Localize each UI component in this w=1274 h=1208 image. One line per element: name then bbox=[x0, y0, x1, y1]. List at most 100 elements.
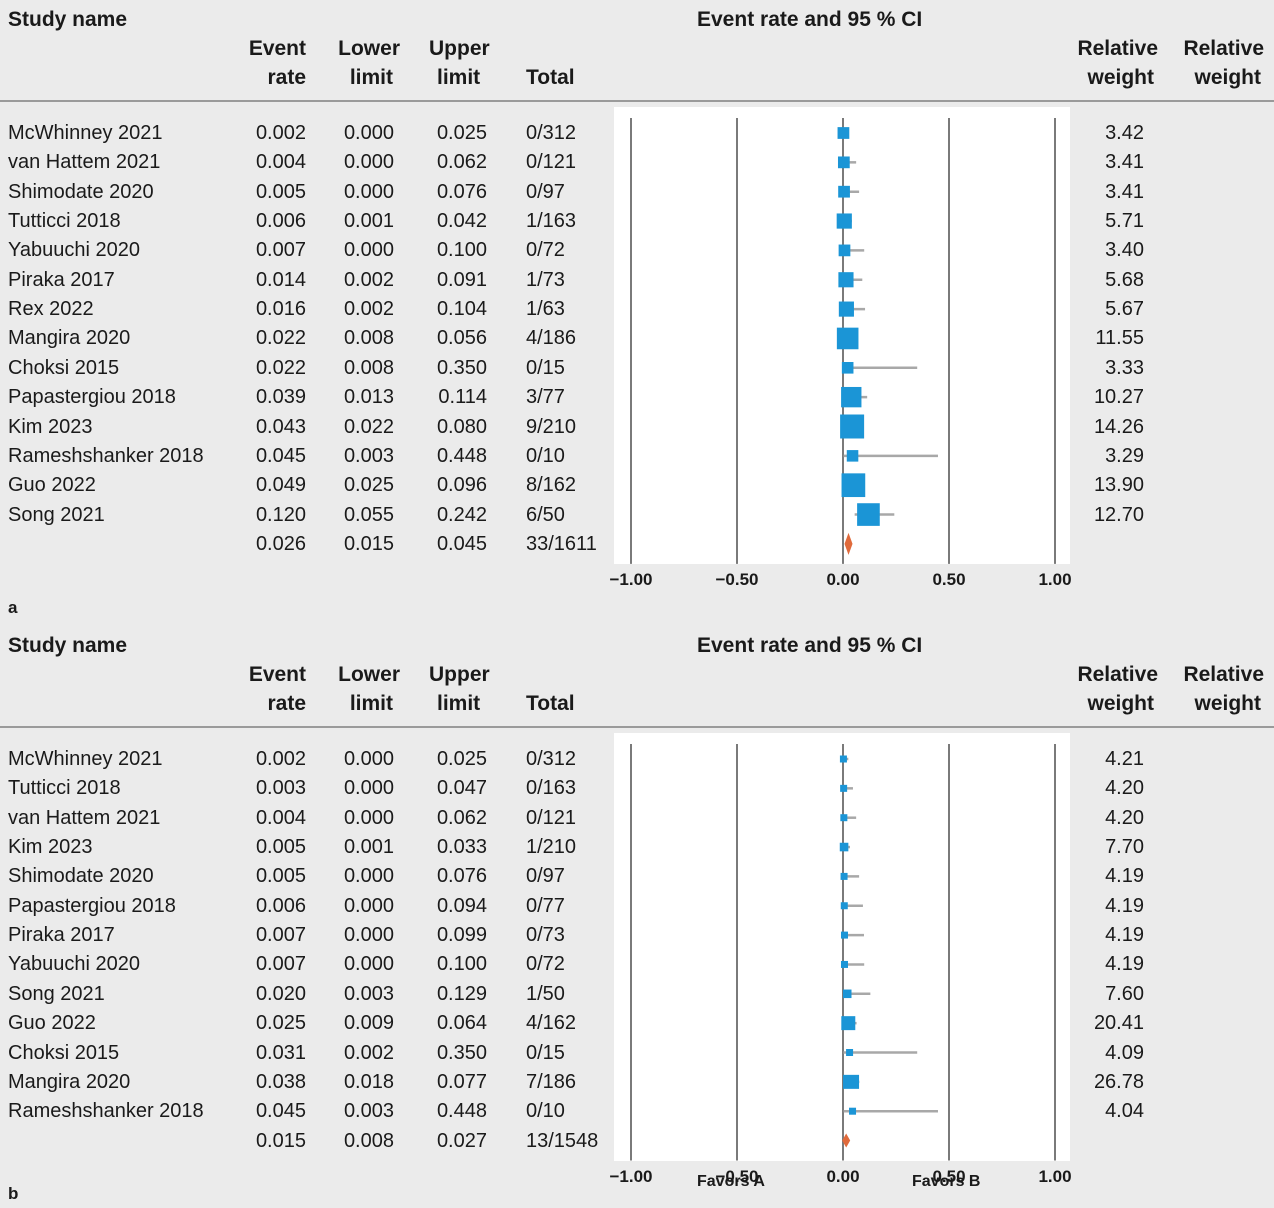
study-name: Rex 2022 bbox=[8, 298, 94, 321]
effect-size-box bbox=[846, 450, 859, 462]
panel-label: b bbox=[8, 1184, 19, 1203]
x-tick-label: −1.00 bbox=[609, 569, 653, 589]
total-value: 0/72 bbox=[526, 953, 565, 976]
header-study-name: Study name bbox=[8, 634, 128, 657]
relative-weight-value: 4.04 bbox=[1105, 1100, 1144, 1123]
total-value: 0/97 bbox=[526, 865, 565, 888]
upper-limit-value: 0.025 bbox=[436, 122, 487, 144]
summary-total: 13/1548 bbox=[526, 1129, 599, 1152]
header-event-rate: rate bbox=[267, 692, 306, 715]
x-tick-label: 0.00 bbox=[826, 1166, 860, 1186]
summary-total: 33/1611 bbox=[526, 532, 597, 555]
event-rate-value: 0.007 bbox=[255, 924, 306, 947]
total-value: 4/162 bbox=[526, 1012, 577, 1035]
effect-size-box bbox=[838, 244, 851, 257]
lower-limit-value: 0.000 bbox=[343, 777, 394, 800]
study-name: McWhinney 2021 bbox=[8, 748, 163, 770]
forest-plot-svg bbox=[630, 118, 1056, 564]
effect-size-box bbox=[840, 814, 848, 822]
effect-size-box bbox=[840, 931, 848, 939]
effect-size-box bbox=[837, 156, 850, 169]
event-rate-value: 0.045 bbox=[255, 1100, 306, 1123]
header-relative-weight: Relative bbox=[1183, 37, 1264, 60]
forest-plot-svg bbox=[630, 744, 1056, 1161]
relative-weight-value: 10.27 bbox=[1093, 386, 1144, 409]
effect-size-box bbox=[841, 362, 854, 374]
effect-size-box bbox=[842, 989, 852, 999]
summary-event-rate: 0.015 bbox=[255, 1129, 306, 1152]
forest-panel-b: Study name Event rate and 95 % CI Event rat… bbox=[0, 626, 1274, 1203]
effect-size-box bbox=[846, 1049, 854, 1056]
effect-size-box bbox=[841, 473, 866, 498]
event-rate-value: 0.022 bbox=[255, 356, 306, 379]
upper-limit-value: 0.047 bbox=[436, 777, 487, 800]
header-lower-limit: Lower bbox=[338, 37, 400, 60]
header-lower-limit: limit bbox=[349, 692, 393, 715]
study-name: van Hattem 2021 bbox=[8, 806, 161, 829]
study-name: Papastergiou 2018 bbox=[8, 894, 176, 917]
lower-limit-value: 0.018 bbox=[343, 1070, 394, 1093]
relative-weight-value: 20.41 bbox=[1093, 1012, 1144, 1035]
study-name: Song 2021 bbox=[8, 503, 105, 526]
effect-size-box bbox=[840, 784, 848, 792]
upper-limit-value: 0.042 bbox=[436, 210, 487, 233]
total-value: 1/163 bbox=[526, 210, 577, 233]
event-rate-value: 0.022 bbox=[255, 327, 306, 350]
event-rate-value: 0.045 bbox=[255, 444, 306, 467]
event-rate-value: 0.020 bbox=[255, 982, 306, 1005]
upper-limit-value: 0.025 bbox=[436, 748, 487, 770]
lower-limit-value: 0.003 bbox=[343, 444, 394, 467]
upper-limit-value: 0.076 bbox=[436, 865, 487, 888]
upper-limit-value: 0.056 bbox=[436, 327, 487, 350]
event-rate-value: 0.038 bbox=[255, 1070, 306, 1093]
effect-size-box bbox=[836, 213, 852, 229]
header-lower-limit: Lower bbox=[338, 663, 400, 686]
study-name: Kim 2023 bbox=[8, 836, 93, 859]
summary-upper-limit: 0.045 bbox=[436, 532, 487, 555]
lower-limit-value: 0.008 bbox=[343, 356, 394, 379]
lower-limit-value: 0.000 bbox=[343, 748, 394, 770]
relative-weight-value: 5.68 bbox=[1105, 268, 1144, 291]
lower-limit-value: 0.008 bbox=[343, 327, 394, 350]
study-name: Shimodate 2020 bbox=[8, 865, 154, 888]
favors-b-label: Favors B bbox=[912, 1173, 981, 1190]
relative-weight-value: 5.71 bbox=[1105, 210, 1144, 233]
header-divider bbox=[0, 100, 1274, 102]
total-value: 0/73 bbox=[526, 924, 565, 947]
lower-limit-value: 0.000 bbox=[343, 151, 394, 174]
effect-size-box bbox=[840, 872, 848, 880]
x-tick-label: −0.50 bbox=[715, 569, 759, 589]
relative-weight-value: 3.42 bbox=[1105, 122, 1144, 144]
effect-size-box bbox=[839, 755, 847, 763]
upper-limit-value: 0.033 bbox=[436, 836, 487, 859]
lower-limit-value: 0.000 bbox=[343, 239, 394, 262]
relative-weight-value: 4.19 bbox=[1105, 953, 1144, 976]
header-plot-title: Event rate and 95 % CI bbox=[697, 634, 923, 657]
header-upper-limit: Upper bbox=[429, 663, 490, 686]
header-relative-weight: weight bbox=[1194, 66, 1262, 89]
event-rate-value: 0.006 bbox=[255, 894, 306, 917]
summary-lower-limit: 0.008 bbox=[343, 1129, 394, 1152]
study-name: Kim 2023 bbox=[8, 415, 93, 438]
study-name: Choksi 2015 bbox=[8, 356, 120, 379]
upper-limit-value: 0.100 bbox=[436, 953, 487, 976]
relative-weight-value: 3.41 bbox=[1105, 151, 1144, 174]
lower-limit-value: 0.009 bbox=[343, 1012, 394, 1035]
summary-upper-limit: 0.027 bbox=[436, 1129, 487, 1152]
event-rate-value: 0.004 bbox=[255, 151, 306, 174]
header-total: Total bbox=[526, 692, 575, 715]
study-name: Rameshshanker 2018 bbox=[8, 444, 204, 467]
x-tick-label: −0.50 bbox=[715, 1166, 759, 1186]
header-relative-weight: weight bbox=[1087, 692, 1155, 715]
upper-limit-value: 0.096 bbox=[436, 474, 487, 497]
relative-weight-value: 4.19 bbox=[1105, 865, 1144, 888]
effect-size-box bbox=[857, 503, 880, 526]
effect-size-box bbox=[841, 386, 862, 408]
total-value: 0/10 bbox=[526, 444, 565, 467]
event-rate-value: 0.016 bbox=[255, 298, 306, 321]
total-value: 3/77 bbox=[526, 386, 565, 409]
event-rate-value: 0.049 bbox=[255, 474, 306, 497]
relative-weight-value: 3.29 bbox=[1105, 444, 1144, 467]
event-rate-value: 0.043 bbox=[255, 415, 306, 438]
upper-limit-value: 0.104 bbox=[436, 298, 487, 321]
